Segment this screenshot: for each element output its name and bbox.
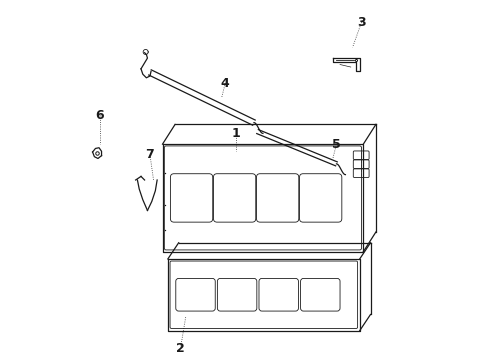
Text: 2: 2 [176, 342, 185, 355]
Text: 3: 3 [357, 16, 366, 29]
Text: 7: 7 [146, 148, 154, 161]
Text: 1: 1 [232, 127, 241, 140]
Text: 5: 5 [332, 138, 341, 150]
Text: 6: 6 [96, 109, 104, 122]
Text: 4: 4 [221, 77, 230, 90]
